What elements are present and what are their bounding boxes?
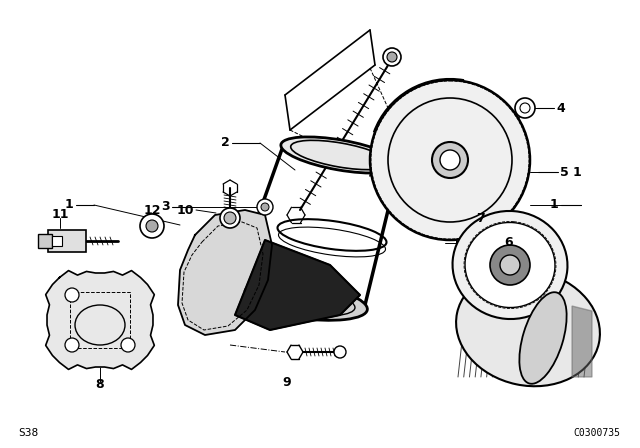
Ellipse shape	[465, 223, 555, 307]
Text: 7: 7	[476, 211, 484, 224]
Circle shape	[140, 214, 164, 238]
Polygon shape	[45, 271, 154, 370]
Circle shape	[220, 208, 240, 228]
Bar	[70, 292, 130, 348]
Circle shape	[432, 142, 468, 178]
Circle shape	[334, 346, 346, 358]
Polygon shape	[178, 210, 272, 335]
Ellipse shape	[228, 280, 367, 320]
Circle shape	[65, 338, 79, 352]
Circle shape	[224, 212, 236, 224]
Polygon shape	[572, 306, 592, 377]
Circle shape	[490, 245, 530, 285]
Circle shape	[65, 288, 79, 302]
Bar	[52, 236, 62, 246]
Text: 8: 8	[96, 379, 104, 392]
Text: 12: 12	[143, 203, 161, 216]
Text: 6: 6	[504, 237, 513, 250]
Ellipse shape	[281, 137, 399, 173]
Circle shape	[261, 203, 269, 211]
Circle shape	[440, 150, 460, 170]
Circle shape	[146, 220, 158, 232]
Text: 1: 1	[573, 165, 582, 178]
Text: 9: 9	[283, 375, 291, 388]
Bar	[48, 230, 86, 252]
Text: 1: 1	[64, 198, 73, 211]
Text: 11: 11	[51, 208, 68, 221]
Ellipse shape	[456, 270, 600, 386]
Circle shape	[370, 80, 530, 240]
Text: 5: 5	[560, 165, 569, 178]
Text: 3: 3	[161, 201, 170, 214]
Circle shape	[515, 98, 535, 118]
Circle shape	[500, 255, 520, 275]
Text: 2: 2	[221, 137, 230, 150]
Ellipse shape	[452, 211, 568, 319]
Text: 4: 4	[556, 102, 564, 115]
Circle shape	[387, 52, 397, 62]
Circle shape	[257, 199, 273, 215]
Circle shape	[121, 338, 135, 352]
Polygon shape	[235, 240, 360, 330]
Text: 10: 10	[177, 203, 194, 216]
Ellipse shape	[520, 292, 566, 384]
Bar	[38, 234, 52, 248]
Text: 1: 1	[549, 198, 558, 211]
Text: C0300735: C0300735	[573, 428, 620, 438]
Circle shape	[383, 48, 401, 66]
Text: S38: S38	[18, 428, 38, 438]
